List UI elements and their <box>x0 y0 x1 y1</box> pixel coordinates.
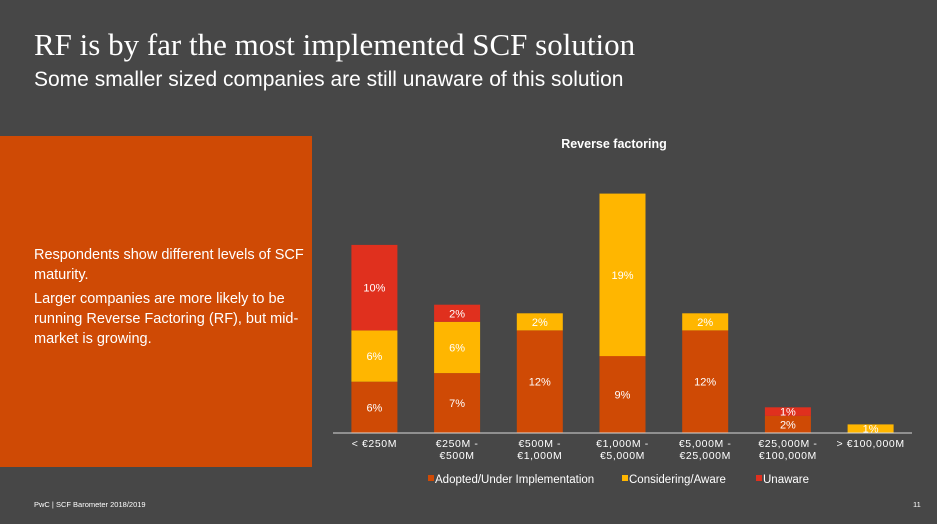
data-label: 2% <box>532 317 548 329</box>
highlight-panel <box>0 136 312 467</box>
x-tick-label: €1,000M - <box>596 438 649 450</box>
legend-label: Considering/Aware <box>629 474 726 486</box>
x-tick-label: €5,000M - <box>679 438 732 450</box>
data-label: 1% <box>863 424 879 436</box>
bar-segment <box>682 313 729 331</box>
x-tick-label: €1,000M <box>517 450 562 462</box>
data-label: 12% <box>529 377 551 389</box>
legend-label: Adopted/Under Implementation <box>435 474 594 486</box>
bars-group: 6%6%10%7%6%2%12%2%9%19%12%2%2%1%1% <box>351 193 894 436</box>
data-label: 6% <box>366 402 382 414</box>
data-label: 9% <box>615 390 631 402</box>
chart-title: Reverse factoring <box>561 137 667 151</box>
bar-segment <box>351 330 398 382</box>
bar-segment <box>434 321 481 374</box>
panel-paragraph-1: Respondents show different levels of SCF… <box>34 247 304 283</box>
x-tick-label: €100,000M <box>759 450 817 462</box>
bar-segment <box>351 244 398 331</box>
bar-segment <box>516 330 563 433</box>
x-tick-label: > €100,000M <box>836 438 904 450</box>
data-label: 6% <box>366 351 382 363</box>
page-number: 11 <box>913 500 921 509</box>
x-tick-label: €500M <box>440 450 475 462</box>
bar-segment <box>764 407 811 416</box>
panel-paragraph-2: Larger companies are more likely to be r… <box>34 291 299 347</box>
data-label: 10% <box>363 283 385 295</box>
slide-subtitle: Some smaller sized companies are still u… <box>34 68 624 91</box>
data-label: 19% <box>611 270 633 282</box>
panel-text: Respondents show different levels of SCF… <box>34 245 306 353</box>
bar-segment <box>351 381 398 433</box>
data-label: 2% <box>780 419 796 431</box>
bar-segment <box>434 304 481 322</box>
bar-segment <box>434 373 481 433</box>
x-tick-label: €250M - <box>436 438 479 450</box>
bar-segment <box>599 356 646 433</box>
legend-swatch <box>756 475 762 481</box>
data-label: 6% <box>449 343 465 355</box>
legend-label: Unaware <box>763 474 809 486</box>
bar-segment <box>764 415 811 433</box>
data-label: 1% <box>780 407 796 419</box>
x-tick-label: < €250M <box>352 438 397 450</box>
bar-segment <box>847 424 894 433</box>
data-label: 2% <box>697 317 713 329</box>
footer-source: PwC | SCF Barometer 2018/2019 <box>34 500 146 509</box>
x-tick-label: €5,000M <box>600 450 645 462</box>
bar-segment <box>516 313 563 331</box>
x-tick-label: €25,000M - <box>758 438 817 450</box>
bar-segment <box>682 330 729 433</box>
data-label: 7% <box>449 398 465 410</box>
chart-legend: Adopted/Under Implementation Considering/… <box>428 474 809 486</box>
data-label: 12% <box>694 377 716 389</box>
x-tick-label: €500M - <box>518 438 561 450</box>
legend-swatch <box>622 475 628 481</box>
bar-segment <box>599 193 646 357</box>
legend-swatch <box>428 475 434 481</box>
data-label: 2% <box>449 308 465 320</box>
slide-title: RF is by far the most implemented SCF so… <box>34 27 636 62</box>
x-axis-ticks: < €250M €250M -€500M €500M -€1,000M €1,000M… <box>352 438 904 462</box>
x-tick-label: €25,000M <box>679 450 731 462</box>
